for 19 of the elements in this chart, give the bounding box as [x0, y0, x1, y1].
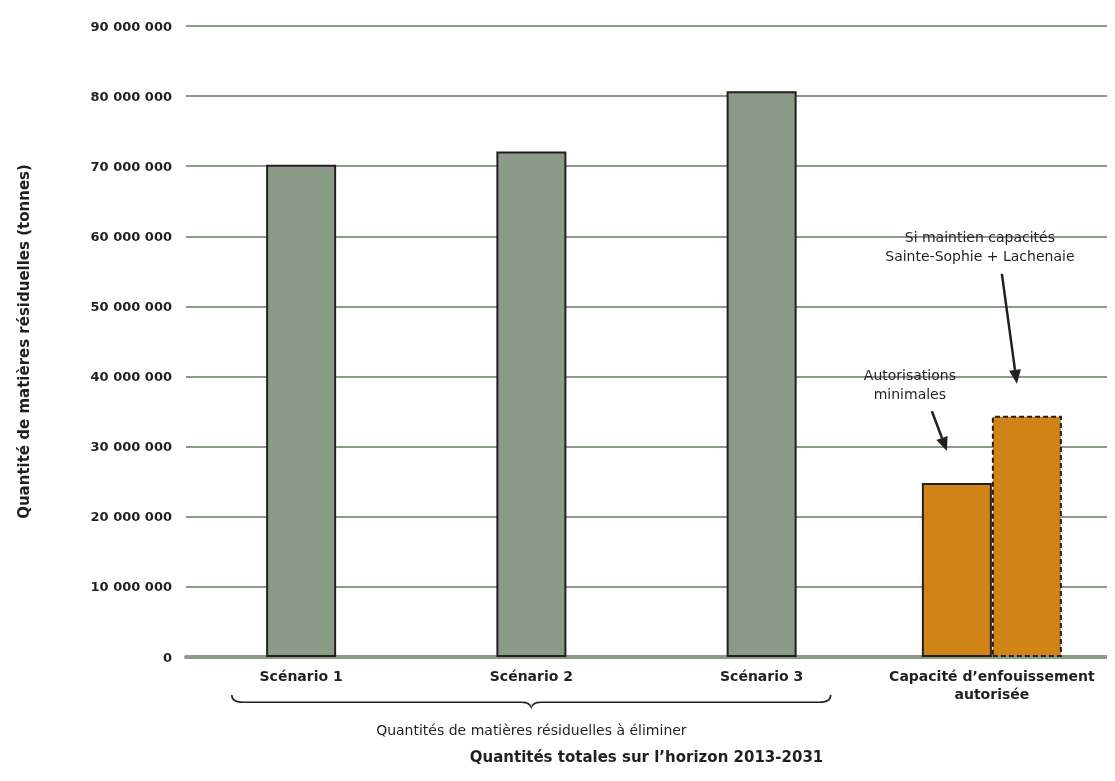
- y-tick-label: 30 000 000: [90, 439, 172, 455]
- text: Quantités de matières résiduelles à éliminer: [376, 722, 687, 738]
- x-tick-label: Scénario 2: [489, 668, 573, 684]
- y-axis-title: Quantité de matières résiduelles (tonnes): [14, 164, 33, 519]
- y-tick-label: 40 000 000: [90, 369, 172, 385]
- y-tick-label: 10 000 000: [90, 579, 172, 595]
- y-tick-label: 50 000 000: [90, 298, 172, 314]
- annotation: Autorisations minimales: [863, 366, 956, 402]
- annotation: Si maintien capacités Sainte-Sophie + Lachenaie: [885, 229, 1075, 265]
- y-tick-label: 80 000 000: [90, 88, 172, 104]
- y-tick-label: 60 000 000: [90, 228, 172, 244]
- x-tick-label: Capacité d’enfouissement autorisée: [889, 668, 1095, 702]
- y-tick-label: 70 000 000: [90, 158, 172, 174]
- y-tick-label: 20 000 000: [90, 509, 172, 525]
- x-tick-label: Scénario 3: [720, 668, 804, 684]
- y-tick-label: 90 000 000: [90, 18, 172, 34]
- x-tick-label: Scénario 1: [259, 668, 343, 684]
- x-axis-title: Quantités totales sur l’horizon 2013-2031: [469, 747, 824, 766]
- y-tick-label: 0: [162, 649, 172, 665]
